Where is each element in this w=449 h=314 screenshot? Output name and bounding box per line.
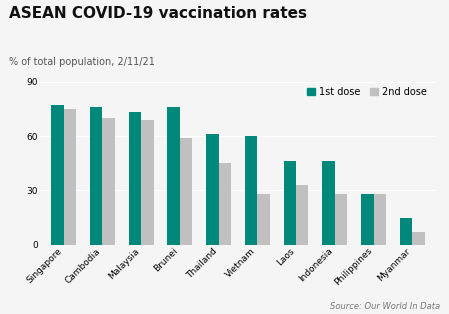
Bar — [257, 194, 270, 245]
Bar — [102, 118, 115, 245]
Text: ASEAN COVID-19 vaccination rates: ASEAN COVID-19 vaccination rates — [9, 6, 307, 21]
Bar — [335, 194, 347, 245]
Bar — [167, 107, 180, 245]
Bar — [374, 194, 386, 245]
Bar — [412, 232, 425, 245]
Legend: 1st dose, 2nd dose: 1st dose, 2nd dose — [304, 83, 431, 101]
Bar — [400, 218, 412, 245]
Text: % of total population, 2/11/21: % of total population, 2/11/21 — [9, 57, 155, 67]
Bar — [64, 109, 76, 245]
Bar — [322, 161, 335, 245]
Text: Source: Our World In Data: Source: Our World In Data — [330, 302, 440, 311]
Bar — [361, 194, 374, 245]
Bar — [219, 163, 231, 245]
Bar — [51, 105, 64, 245]
Bar — [284, 161, 296, 245]
Bar — [180, 138, 192, 245]
Bar — [245, 136, 257, 245]
Bar — [206, 134, 219, 245]
Bar — [141, 120, 154, 245]
Bar — [296, 185, 308, 245]
Bar — [90, 107, 102, 245]
Bar — [129, 112, 141, 245]
